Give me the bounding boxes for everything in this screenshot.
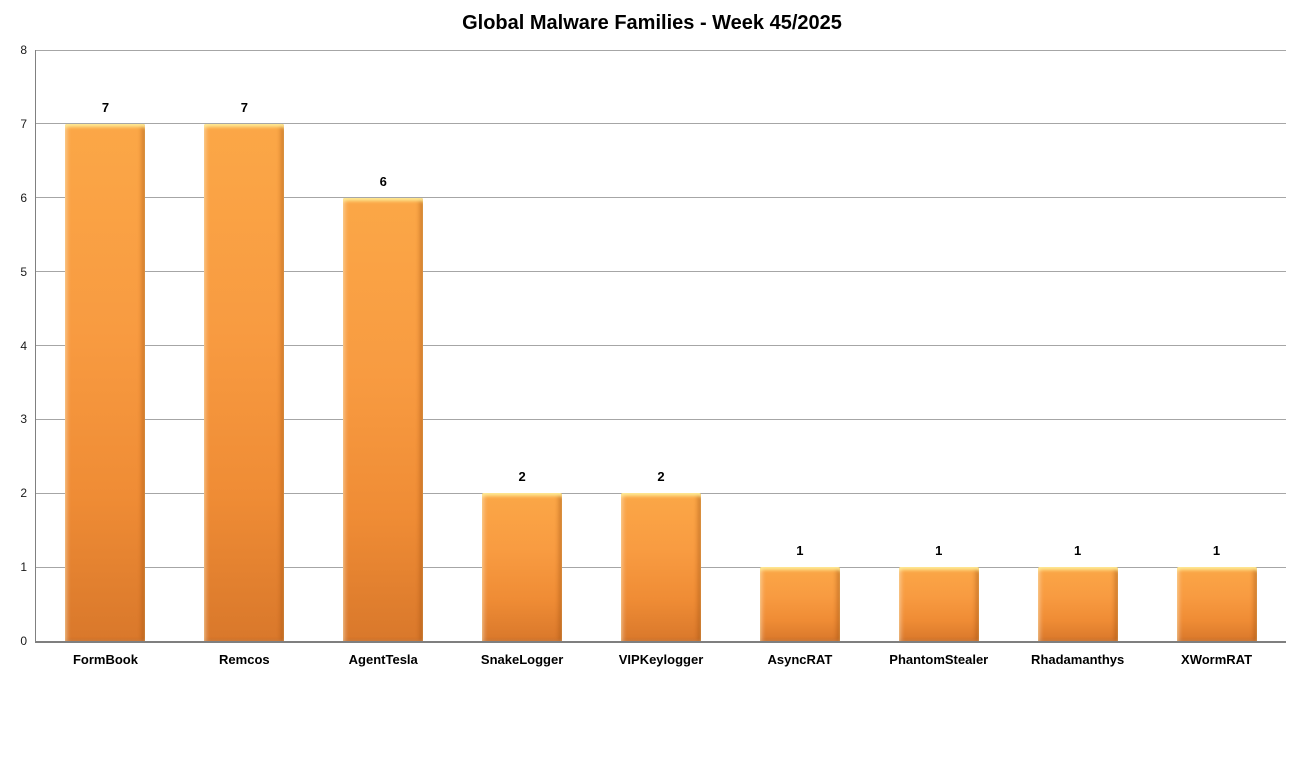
bar <box>482 493 563 641</box>
y-tick-label: 4 <box>20 338 27 353</box>
bar-value-label: 1 <box>1074 543 1082 559</box>
y-tick-label: 6 <box>20 190 27 205</box>
bar <box>343 197 424 641</box>
gridline <box>36 123 1286 125</box>
y-tick-label: 0 <box>20 634 27 648</box>
y-tick-label: 5 <box>20 264 27 279</box>
bar <box>898 567 979 641</box>
plot-area: 0 1 2 3 4 5 6 7 8 7 FormBook 7 Remcos 6 AgentTesla 2 Sna… <box>20 43 1286 667</box>
bar-value-label: 6 <box>379 173 387 189</box>
y-tick-label: 8 <box>20 43 27 57</box>
x-category-label: Remcos <box>219 652 270 667</box>
x-category-label: SnakeLogger <box>480 652 564 667</box>
bar-value-label: 1 <box>1212 543 1221 559</box>
x-category-label: Rhadamanthys <box>1031 652 1125 667</box>
gridline <box>36 345 1286 346</box>
y-tick-label: 7 <box>20 116 27 131</box>
bar <box>204 123 285 641</box>
bar <box>65 123 146 641</box>
y-tick-label: 3 <box>20 412 27 427</box>
bar-value-label: 1 <box>796 543 804 559</box>
y-tick-label: 2 <box>20 486 27 501</box>
x-category-label: VIPKeylogger <box>618 652 704 667</box>
bar <box>759 567 840 641</box>
bar-value-label: 1 <box>935 543 943 559</box>
x-category-label: AgentTesla <box>348 652 418 667</box>
bar <box>1176 567 1257 641</box>
gridline <box>36 271 1286 273</box>
bar <box>621 493 701 641</box>
y-tick-label: 1 <box>20 560 27 575</box>
gridline <box>36 197 1286 199</box>
bar-value-label: 2 <box>657 469 665 485</box>
bar <box>1037 567 1118 641</box>
bar-value-label: 7 <box>101 99 110 115</box>
x-category-label: FormBook <box>72 652 138 667</box>
gridline <box>36 49 1286 51</box>
chart-title: Global Malware Families - Week 45/2025 <box>462 12 842 34</box>
x-category-label: PhantomStealer <box>889 652 989 667</box>
bar-value-label: 7 <box>240 99 248 115</box>
bar-value-label: 2 <box>518 469 526 485</box>
x-category-label: AsyncRAT <box>767 652 833 667</box>
gridline <box>36 418 1286 420</box>
x-category-label: XWormRAT <box>1181 652 1253 667</box>
